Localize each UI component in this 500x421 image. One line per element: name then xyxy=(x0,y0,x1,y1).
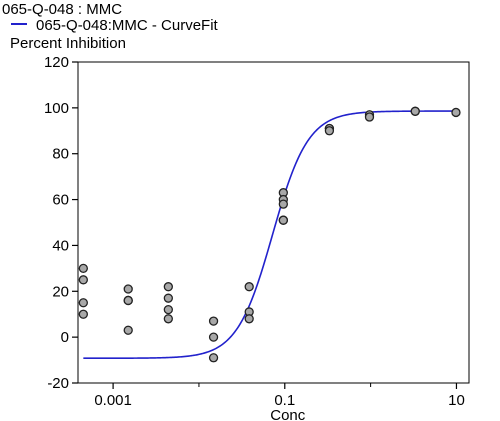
x-tick-label: 0.001 xyxy=(94,392,132,409)
data-point xyxy=(364,112,375,122)
x-tick-label: 10 xyxy=(448,392,465,409)
data-point xyxy=(278,215,288,225)
curve-fit-line xyxy=(83,110,456,360)
data-point xyxy=(208,316,219,326)
data-point xyxy=(78,309,88,319)
x-axis-title: Conc xyxy=(270,407,306,421)
data-point xyxy=(163,293,173,303)
data-point xyxy=(278,199,288,209)
legend: 065-Q-048 : MMC 065-Q-048:MMC - CurveFit… xyxy=(0,0,500,60)
data-point xyxy=(163,304,173,315)
legend-line-swatch xyxy=(11,23,27,26)
data-point xyxy=(244,314,254,324)
data-point xyxy=(123,325,133,335)
y-tick-label: 100 xyxy=(44,100,69,117)
legend-entry-label: 065-Q-048:MMC - CurveFit xyxy=(36,17,218,34)
data-point xyxy=(123,295,133,306)
axis-labels-layer: -20 0 20 40 60 80 100 120 0.001 0.1 10 Conc xyxy=(44,54,465,421)
y-tick-label: 0 xyxy=(61,329,69,346)
data-point xyxy=(163,314,173,324)
data-points-layer xyxy=(78,106,461,363)
data-point xyxy=(78,263,88,274)
y-tick-label: 80 xyxy=(52,146,69,163)
y-tick-label: -20 xyxy=(47,375,69,392)
data-point xyxy=(208,332,219,342)
axes xyxy=(72,61,470,389)
y-tick-label: 120 xyxy=(44,54,69,71)
y-tick-label: 40 xyxy=(52,237,69,254)
data-point xyxy=(78,275,88,285)
data-point xyxy=(410,106,420,116)
y-tick-label: 60 xyxy=(52,192,69,209)
y-axis-title: Percent Inhibition xyxy=(10,35,126,52)
x-tick-label: 0.1 xyxy=(274,392,295,409)
data-point xyxy=(451,107,461,118)
y-tick-label: 20 xyxy=(52,283,69,300)
data-point xyxy=(78,298,88,308)
legend-entry-curvefit: 065-Q-048:MMC - CurveFit xyxy=(11,17,218,34)
data-point xyxy=(123,284,133,294)
data-point xyxy=(324,126,335,136)
plot-frame xyxy=(77,61,470,384)
data-point xyxy=(244,282,254,292)
series-title: 065-Q-048 : MMC xyxy=(2,1,123,18)
data-point xyxy=(208,353,219,363)
curve-fit-layer xyxy=(83,110,456,360)
data-point xyxy=(163,282,173,292)
